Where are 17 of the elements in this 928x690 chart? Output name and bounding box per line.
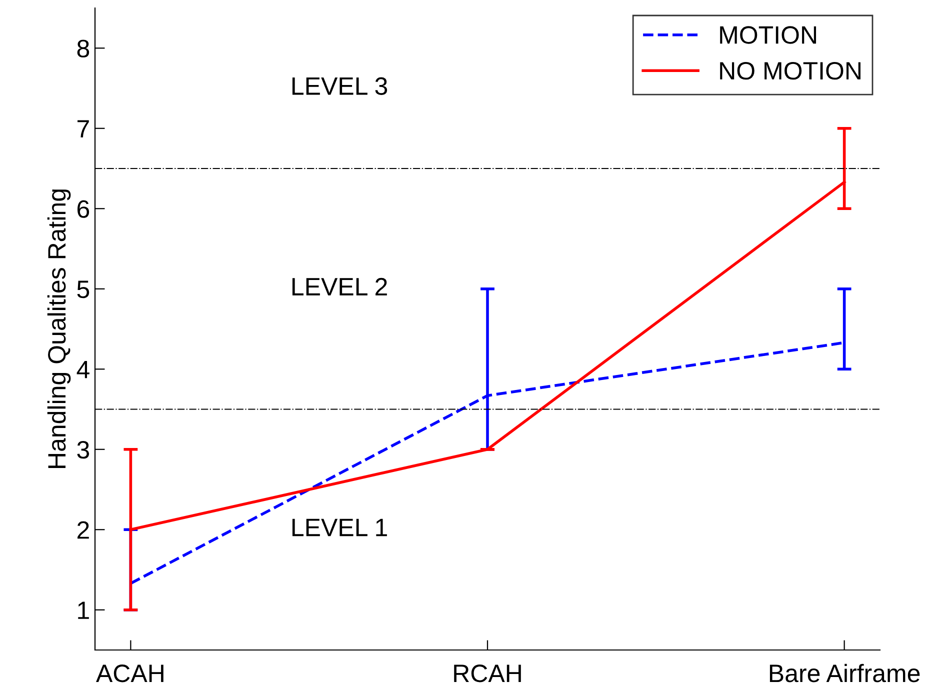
y-tick-label: 7 bbox=[78, 120, 89, 138]
y-tick-label: 4 bbox=[76, 360, 90, 378]
annotation: LEVEL 1 bbox=[292, 518, 387, 536]
y-tick-label: 3 bbox=[77, 440, 90, 459]
annotation: LEVEL 2 bbox=[292, 278, 387, 296]
y-tick-label: 5 bbox=[77, 280, 90, 298]
x-tick-label: ACAH bbox=[96, 664, 164, 682]
y-tick-label: 2 bbox=[77, 521, 89, 539]
legend-label: MOTION bbox=[720, 26, 816, 44]
annotation: LEVEL 3 bbox=[292, 77, 388, 95]
x-tick-label: Bare Airframe bbox=[770, 664, 920, 682]
x-tick-label: RCAH bbox=[454, 664, 521, 682]
y-tick-label: 6 bbox=[78, 200, 90, 218]
y-axis-title: Handling Qualities Rating bbox=[47, 190, 71, 468]
y-tick-label: 8 bbox=[77, 40, 90, 58]
y-tick-label: 1 bbox=[78, 602, 89, 619]
legend-label: NO MOTION bbox=[720, 62, 860, 80]
